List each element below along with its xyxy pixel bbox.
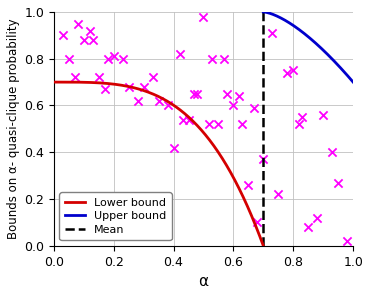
Y-axis label: Bounds on α- quasi-clique probability: Bounds on α- quasi-clique probability xyxy=(7,19,20,239)
Point xyxy=(225,91,231,96)
Point xyxy=(290,68,296,73)
Point xyxy=(305,225,311,229)
Point xyxy=(231,103,236,108)
Point xyxy=(111,54,117,59)
Point xyxy=(255,220,260,225)
Point xyxy=(201,14,206,19)
X-axis label: α: α xyxy=(198,274,209,289)
Upper bound xyxy=(351,80,355,84)
Upper bound xyxy=(314,42,319,46)
Point xyxy=(239,122,245,127)
Point xyxy=(209,56,215,61)
Point xyxy=(192,91,198,96)
Point xyxy=(141,84,147,89)
Point xyxy=(60,33,66,38)
Point xyxy=(335,180,341,185)
Point xyxy=(171,145,176,150)
Lower bound xyxy=(223,162,228,165)
Upper bound xyxy=(349,78,353,81)
Point xyxy=(176,52,182,57)
Point xyxy=(344,239,350,244)
Point xyxy=(66,56,72,61)
Lower bound xyxy=(256,231,260,234)
Point xyxy=(269,30,275,35)
Point xyxy=(135,99,141,103)
Point xyxy=(284,70,290,75)
Lower bound xyxy=(151,92,155,96)
Legend: Lower bound, Upper bound, Mean: Lower bound, Upper bound, Mean xyxy=(60,192,172,240)
Upper bound xyxy=(304,33,308,37)
Point xyxy=(222,56,228,61)
Point xyxy=(75,21,81,26)
Point xyxy=(165,103,171,108)
Upper bound xyxy=(304,33,309,37)
Point xyxy=(156,99,162,103)
Point xyxy=(251,105,257,110)
Point xyxy=(236,94,242,99)
Upper bound xyxy=(335,62,339,66)
Lower bound xyxy=(176,107,181,110)
Point xyxy=(72,75,78,80)
Point xyxy=(102,87,108,91)
Point xyxy=(299,115,305,120)
Point xyxy=(195,91,201,96)
Point xyxy=(126,84,132,89)
Point xyxy=(185,117,191,122)
Line: Lower bound: Lower bound xyxy=(54,82,263,246)
Point xyxy=(120,56,126,61)
Lower bound xyxy=(261,244,266,247)
Point xyxy=(215,122,221,127)
Point xyxy=(275,192,281,197)
Point xyxy=(81,38,87,42)
Lower bound xyxy=(165,99,169,103)
Point xyxy=(90,38,96,42)
Point xyxy=(245,183,251,187)
Upper bound xyxy=(310,38,314,42)
Point xyxy=(296,122,302,127)
Point xyxy=(179,117,185,122)
Point xyxy=(329,150,335,155)
Point xyxy=(260,157,266,162)
Point xyxy=(206,122,212,127)
Upper bound xyxy=(261,10,266,14)
Point xyxy=(87,28,93,33)
Lower bound xyxy=(51,80,56,84)
Lower bound xyxy=(152,93,157,96)
Point xyxy=(314,215,320,220)
Point xyxy=(105,56,111,61)
Line: Upper bound: Upper bound xyxy=(263,12,353,82)
Point xyxy=(96,75,102,80)
Point xyxy=(149,75,155,80)
Point xyxy=(320,112,326,117)
